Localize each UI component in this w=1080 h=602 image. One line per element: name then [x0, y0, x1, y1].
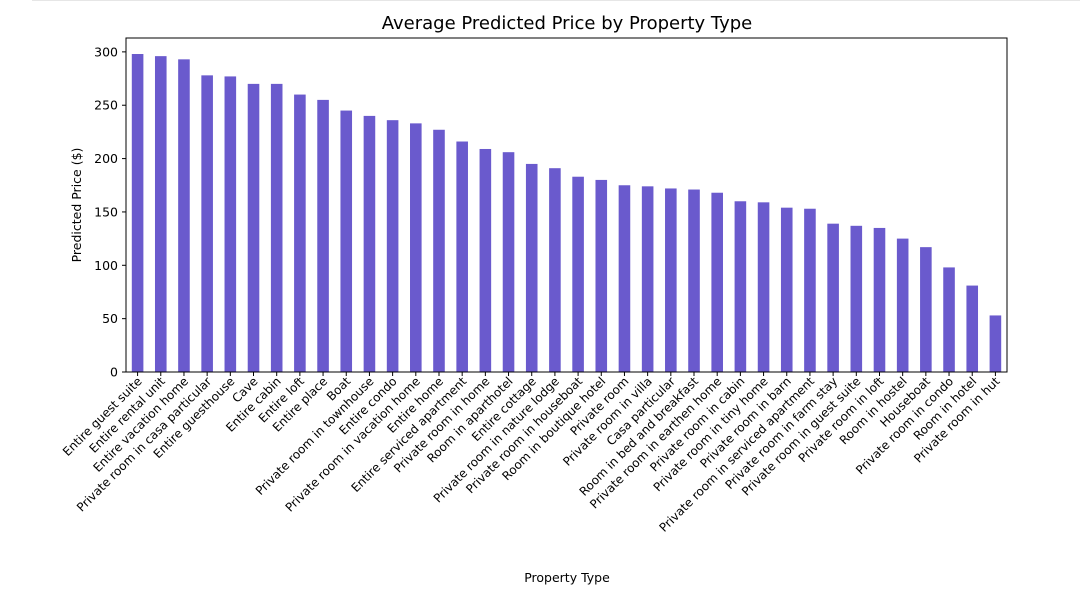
- y-tick-label: 200: [94, 151, 118, 166]
- bar: [943, 267, 955, 372]
- y-tick-label: 150: [94, 204, 118, 219]
- y-axis-label: Predicted Price ($): [69, 148, 84, 263]
- bar: [711, 192, 723, 372]
- bar: [966, 285, 979, 372]
- bar: [665, 188, 677, 372]
- bar: [479, 148, 492, 372]
- bar: [688, 189, 700, 372]
- bar: [456, 141, 468, 372]
- y-tick-label: 100: [94, 258, 118, 273]
- bar: [247, 83, 260, 372]
- y-tick-label: 300: [94, 44, 118, 59]
- bar: [154, 56, 167, 372]
- bar: [224, 76, 237, 373]
- plot-frame: [125, 37, 1008, 373]
- y-tick-label: 250: [94, 98, 118, 113]
- x-axis-label: Property Type: [524, 570, 610, 585]
- bar: [757, 202, 770, 372]
- bar: [780, 207, 793, 372]
- chart-title: Average Predicted Price by Property Type: [382, 13, 753, 34]
- bar: [989, 315, 1002, 372]
- bar: [618, 185, 631, 372]
- bar: [270, 83, 283, 372]
- bar: [734, 201, 747, 372]
- bar: [294, 94, 306, 372]
- y-axis: 0 50 100 150 200 250 300: [94, 44, 126, 380]
- bar: [873, 227, 886, 372]
- bar: [525, 163, 538, 372]
- bar: [502, 152, 515, 372]
- bar: [572, 176, 584, 372]
- top-divider-line: [32, 0, 1080, 1]
- bar: [850, 225, 863, 372]
- y-tick-label: 0: [110, 365, 118, 380]
- bar: [595, 179, 608, 372]
- bar: [433, 129, 445, 372]
- bar: [317, 99, 329, 372]
- bar: [386, 120, 399, 372]
- bar: [804, 208, 816, 372]
- bar: [201, 75, 213, 372]
- bar: [131, 54, 144, 372]
- y-tick-label: 50: [102, 311, 118, 326]
- bar: [178, 59, 190, 373]
- bar: [340, 110, 353, 372]
- bar: [641, 186, 654, 372]
- bars-group: [131, 54, 1002, 373]
- bar: [549, 168, 561, 372]
- bar: [896, 238, 909, 372]
- bar: [363, 115, 376, 373]
- bar: [827, 223, 839, 372]
- bar: [920, 247, 932, 372]
- bar: [410, 123, 422, 373]
